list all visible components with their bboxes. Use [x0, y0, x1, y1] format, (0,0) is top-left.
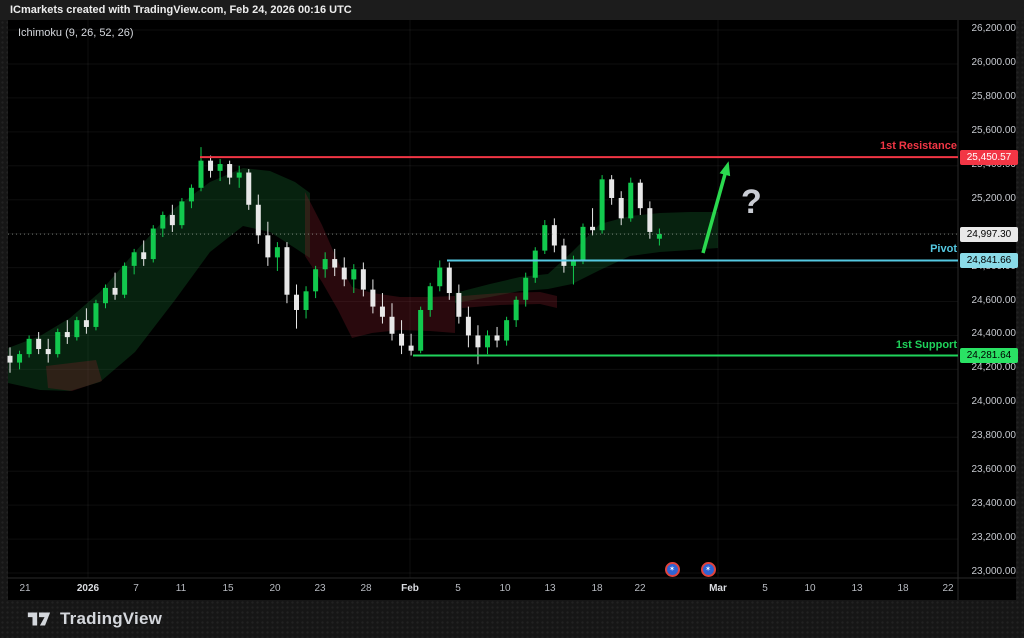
economic-event-icon[interactable]: ✶ [700, 561, 716, 577]
chart-panel[interactable] [8, 20, 1016, 600]
price-tick: 23,800.00 [971, 430, 1017, 442]
time-tick: Feb [401, 583, 419, 594]
time-tick: 11 [175, 583, 187, 594]
time-tick: 2026 [76, 583, 100, 594]
time-tick: 18 [897, 583, 909, 594]
tradingview-logo-icon[interactable] [26, 609, 52, 629]
pivot-label[interactable]: Pivot [930, 243, 957, 256]
price-tick: 24,400.00 [971, 328, 1017, 340]
time-tick: 15 [222, 583, 234, 594]
price-tick: 23,400.00 [971, 498, 1017, 510]
time-tick: 10 [804, 583, 816, 594]
time-tick: 23 [314, 583, 326, 594]
resistance-price-tag: 25,450.57 [960, 149, 1018, 165]
watermark-bar: ICmarkets created with TradingView.com, … [0, 0, 1024, 20]
footer: TradingView [0, 600, 1024, 638]
time-tick: 10 [499, 583, 511, 594]
time-tick: 18 [591, 583, 603, 594]
price-tick: 25,800.00 [971, 90, 1017, 102]
price-tick: 26,200.00 [971, 23, 1017, 34]
price-tick: 23,600.00 [971, 464, 1017, 476]
support-price-tag: 24,281.64 [960, 348, 1018, 364]
time-tick: 22 [942, 583, 954, 594]
time-tick: Mar [709, 583, 727, 594]
support-label[interactable]: 1st Support [895, 338, 957, 351]
watermark-text: ICmarkets created with TradingView.com, … [10, 4, 352, 16]
price-tick: 25,600.00 [971, 124, 1017, 136]
economic-event-icon[interactable]: ✶ [664, 561, 680, 577]
price-tick: 23,000.00 [971, 566, 1017, 577]
pivot-price-tag: 24,841.66 [960, 252, 1018, 268]
ichimoku-cloud-bull [8, 168, 310, 391]
price-tick: 26,000.00 [971, 56, 1017, 68]
price-tick: 24,600.00 [971, 294, 1017, 306]
time-tick: 13 [851, 583, 863, 594]
time-tick: 5 [455, 583, 461, 594]
question-mark-annotation[interactable]: ? [741, 183, 762, 221]
time-tick: 5 [762, 583, 768, 594]
last-price-tag: 24,997.30 [960, 226, 1018, 242]
time-tick: 13 [544, 583, 556, 594]
up-arrow-drawing[interactable] [701, 161, 731, 254]
time-tick: 28 [360, 583, 372, 594]
ichimoku-cloud-bull [455, 212, 718, 303]
price-tick: 24,000.00 [971, 396, 1017, 408]
tradingview-brand-text[interactable]: TradingView [60, 609, 163, 628]
price-tick: 23,200.00 [971, 532, 1017, 544]
time-tick: 21 [19, 583, 31, 594]
time-tick: 20 [269, 583, 281, 594]
indicator-legend[interactable]: Ichimoku (9, 26, 52, 26) [18, 27, 134, 39]
resistance-label[interactable]: 1st Resistance [879, 140, 957, 153]
ichimoku-cloud-bear [305, 192, 455, 338]
time-tick: 7 [133, 583, 139, 594]
ichimoku-cloud-bear [462, 292, 557, 308]
price-tick: 24,200.00 [971, 362, 1017, 374]
ichimoku-cloud-bear [46, 360, 102, 391]
price-tick: 25,200.00 [971, 192, 1017, 204]
time-tick: 22 [634, 583, 646, 594]
